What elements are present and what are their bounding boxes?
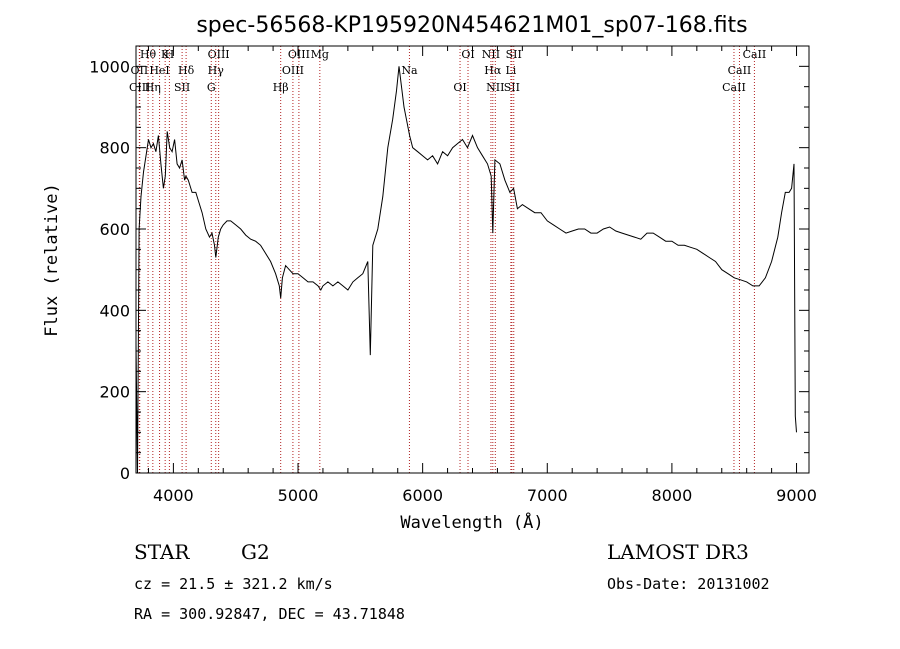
line-marker-label: SII (504, 81, 520, 94)
line-marker-label: NII (486, 81, 504, 94)
y-tick-label: 200 (99, 383, 130, 402)
line-marker-label: Hβ (273, 81, 289, 94)
line-marker-label: Hδ (178, 64, 195, 77)
chart-title: spec-56568-KP195920N454621M01_sp07-168.f… (196, 13, 747, 38)
class-label: STAR (134, 540, 190, 564)
y-tick-label: 400 (99, 301, 130, 320)
line-marker-label: G (207, 81, 216, 94)
x-tick-label: 9000 (776, 486, 817, 505)
line-marker-label: SII (174, 81, 190, 94)
line-marker-label: OIII (208, 48, 230, 61)
emission-line-markers: HθOIICIIIKHeIHηHHδSIIOIIIHγGOIIIOIIIHβMg… (129, 46, 766, 473)
line-marker-label: Hη (145, 81, 161, 94)
line-marker-label: Na (401, 64, 418, 77)
line-marker-label: OIII (282, 64, 304, 77)
subclass-label: G2 (241, 540, 270, 564)
line-marker-label: CIII (129, 81, 150, 94)
line-marker-label: K (161, 48, 170, 61)
spectrum-line (135, 66, 797, 474)
line-marker-label: OI (453, 81, 466, 94)
y-tick-label: 600 (99, 220, 130, 239)
line-marker-label: OI (461, 48, 474, 61)
survey-label: LAMOST DR3 (607, 540, 749, 564)
line-marker-label: SII (506, 48, 522, 61)
line-marker-label: NII (482, 48, 500, 61)
line-marker-label: Hα (484, 64, 502, 77)
x-tick-label: 5000 (278, 486, 319, 505)
radec-text: RA = 300.92847, DEC = 43.71848 (134, 605, 405, 623)
x-tick-label: 7000 (527, 486, 568, 505)
line-marker-label: OIII (288, 48, 310, 61)
line-marker-label: CaII (743, 48, 767, 61)
line-marker-label: H (165, 48, 175, 61)
x-axis-ticks: 4000 5000 6000 7000 8000 9000 (147, 46, 817, 505)
x-tick-label: 4000 (153, 486, 194, 505)
redshift-text: cz = 21.5 ± 321.2 km/s (134, 575, 333, 593)
obs-date-text: Obs-Date: 20131002 (607, 575, 770, 593)
line-marker-label: Hθ (140, 48, 157, 61)
y-tick-label: 0 (120, 464, 130, 483)
line-marker-label: Li (505, 64, 516, 77)
x-tick-label: 8000 (652, 486, 693, 505)
line-marker-label: HeI (149, 64, 169, 77)
y-tick-label: 800 (99, 139, 130, 158)
line-marker-label: Mg (311, 48, 329, 61)
x-axis-label: Wavelength (Å) (400, 511, 543, 533)
y-axis-ticks: 0 200 400 600 800 1000 (89, 57, 809, 483)
line-marker-label: Hγ (208, 64, 225, 77)
y-tick-label: 1000 (89, 57, 130, 76)
plot-frame (135, 45, 810, 474)
x-tick-label: 6000 (402, 486, 443, 505)
y-axis-label: Flux (relative) (42, 183, 62, 337)
line-marker-label: CaII (728, 64, 752, 77)
line-marker-label: CaII (722, 81, 746, 94)
